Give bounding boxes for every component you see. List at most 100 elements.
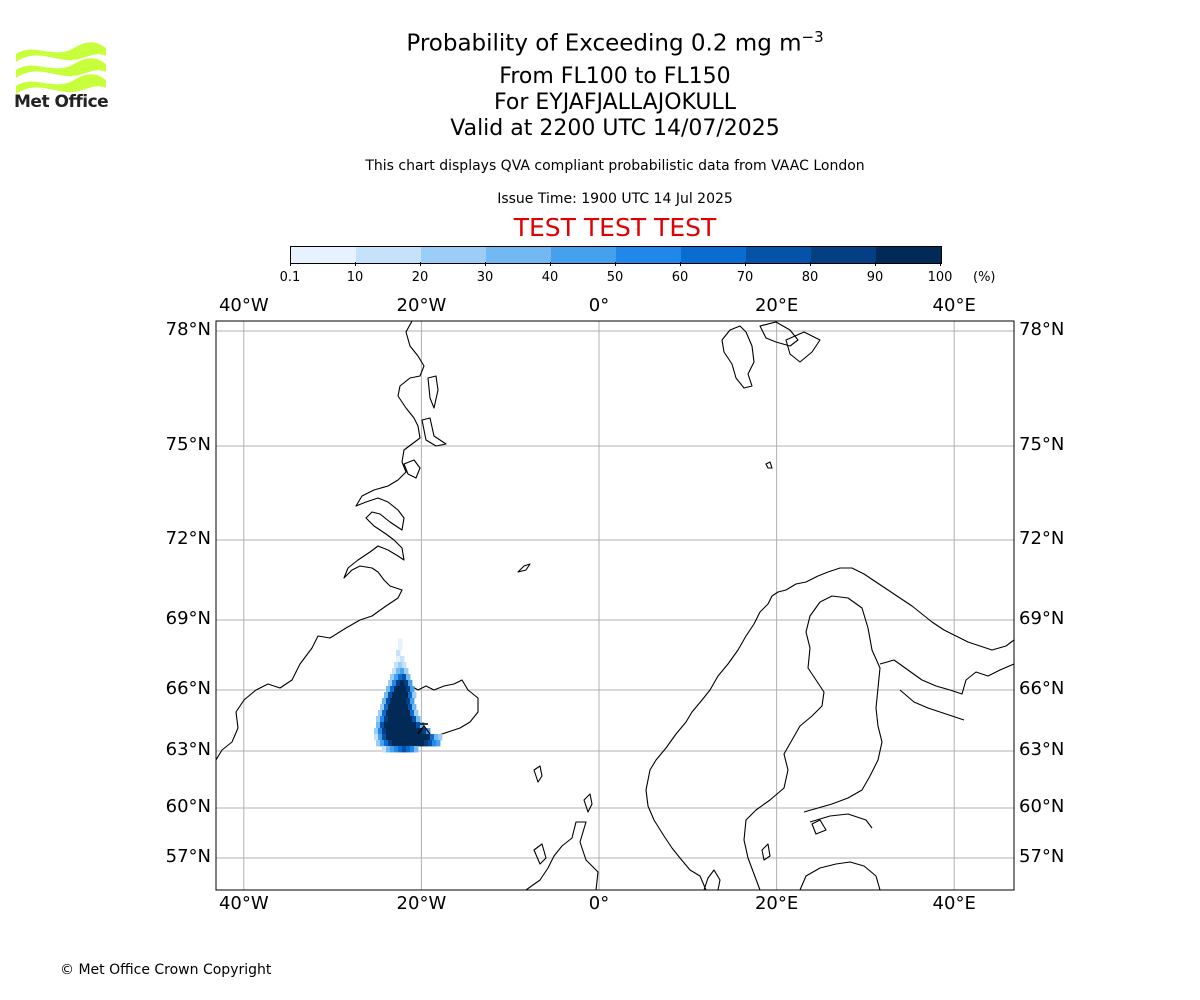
- colorbar-bin: [291, 247, 356, 263]
- latitude-label-right: 66°N: [1019, 678, 1065, 699]
- probability-cell: [402, 746, 407, 753]
- faroe-islands: [533, 765, 543, 783]
- probability-cell: [396, 692, 401, 699]
- probability-cell: [386, 728, 391, 735]
- probability-cell: [406, 686, 411, 693]
- probability-cell: [412, 704, 417, 711]
- probability-cell: [406, 728, 411, 735]
- ash-probability-plume: [374, 638, 443, 753]
- volcano-marker: [417, 723, 431, 735]
- colorbar-bin: [616, 247, 681, 263]
- bear-island: [765, 461, 773, 469]
- probability-cell: [394, 662, 399, 669]
- probability-cell: [438, 734, 443, 741]
- colorbar-tick-label: 60: [671, 270, 689, 285]
- coastlines: [216, 321, 1014, 890]
- probability-cell: [404, 692, 409, 699]
- probability-cell: [382, 746, 387, 753]
- probability-cell: [408, 692, 413, 699]
- probability-cell: [400, 722, 405, 729]
- longitude-label-top: 20°W: [396, 295, 447, 316]
- probability-cell: [404, 740, 409, 747]
- probability-cell: [404, 704, 409, 711]
- latitude-label-left: 75°N: [165, 434, 211, 455]
- probability-cell: [414, 746, 419, 753]
- probability-cell: [394, 746, 399, 753]
- probability-cell: [416, 716, 421, 723]
- probability-cell: [406, 746, 411, 753]
- probability-cell: [400, 692, 405, 699]
- probability-cell: [390, 674, 395, 681]
- probability-cell: [404, 680, 409, 687]
- longitude-label-bottom: 0°: [588, 893, 610, 914]
- colorbar-bin: [551, 247, 616, 263]
- probability-cell: [410, 698, 415, 705]
- colorbar-tick: [615, 262, 616, 266]
- longitude-label-bottom: 40°E: [932, 893, 976, 914]
- probability-cell: [394, 734, 399, 741]
- latitude-label-right: 72°N: [1019, 528, 1065, 549]
- probability-cell: [408, 716, 413, 723]
- probability-cell: [376, 740, 381, 747]
- probability-cell: [390, 698, 395, 705]
- probability-cell: [416, 722, 421, 729]
- probability-cell: [400, 740, 405, 747]
- colorbar-tick-label: 80: [801, 270, 819, 285]
- probability-cell: [420, 740, 425, 747]
- probability-cell: [382, 710, 387, 717]
- latitude-label-left: 57°N: [165, 846, 211, 867]
- colorbar-tick: [810, 262, 811, 266]
- probability-cell: [374, 734, 379, 741]
- greenland-island: [427, 375, 439, 409]
- latitude-label-left: 72°N: [165, 528, 211, 549]
- probability-cell: [406, 674, 411, 681]
- denmark: [703, 869, 721, 890]
- colorbar-tick: [745, 262, 746, 266]
- probability-cell: [414, 710, 419, 717]
- probability-cell: [420, 722, 425, 729]
- colorbar-tick-label: 100: [927, 270, 953, 285]
- probability-cell: [398, 674, 403, 681]
- gotland: [761, 843, 771, 861]
- probability-cell: [390, 746, 395, 753]
- probability-cell: [386, 710, 391, 717]
- probability-cell: [402, 710, 407, 717]
- saaremaa: [811, 819, 827, 835]
- probability-cell: [394, 674, 399, 681]
- kola-white-sea: [879, 659, 1014, 721]
- probability-cell: [380, 722, 385, 729]
- probability-cell: [434, 734, 439, 741]
- probability-cell: [398, 728, 403, 735]
- longitude-label-top: 0°: [588, 295, 610, 316]
- probability-cell: [380, 740, 385, 747]
- copyright: © Met Office Crown Copyright: [60, 962, 272, 978]
- probability-cell: [398, 698, 403, 705]
- probability-cell: [394, 698, 399, 705]
- graticule: [216, 321, 1014, 890]
- probability-cell: [406, 734, 411, 741]
- colorbar-ticks: 0.1 10 20 30 40 50 60 70 80 90 100: [0, 262, 1200, 292]
- probability-cell: [408, 680, 413, 687]
- colorbar-tick: [680, 262, 681, 266]
- probability-cell: [414, 728, 419, 735]
- probability-cell: [412, 740, 417, 747]
- probability-cell: [398, 686, 403, 693]
- probability-cell: [400, 680, 405, 687]
- probability-cell: [408, 740, 413, 747]
- colorbar-tick-label: 40: [541, 270, 559, 285]
- colorbar-tick-label: 10: [346, 270, 364, 285]
- probability-cell: [382, 734, 387, 741]
- probability-cell: [402, 674, 407, 681]
- probability-cell: [384, 722, 389, 729]
- colorbar-tick: [355, 262, 356, 266]
- probability-cell: [412, 722, 417, 729]
- test-banner: TEST TEST TEST: [513, 213, 717, 242]
- probability-cell: [396, 668, 401, 675]
- probability-cell: [390, 686, 395, 693]
- probability-cell: [378, 728, 383, 735]
- probability-cell: [402, 698, 407, 705]
- probability-cell: [414, 734, 419, 741]
- colorbar-tick-label: 90: [866, 270, 884, 285]
- probability-cell: [392, 716, 397, 723]
